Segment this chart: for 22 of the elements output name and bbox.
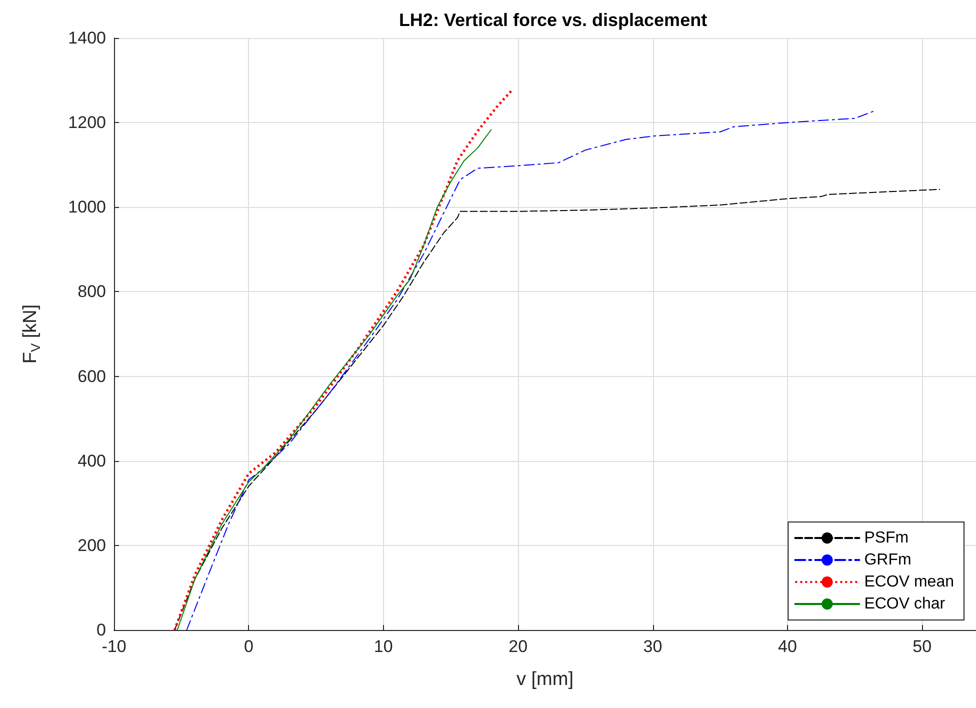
x-tick-label: 0 <box>244 637 254 656</box>
y-tick-label: 1400 <box>68 28 106 48</box>
y-tick-label: 800 <box>78 282 106 302</box>
x-tick-label: 50 <box>912 637 932 656</box>
x-tick-label: 10 <box>374 637 393 656</box>
y-tick-label: 1000 <box>68 198 106 217</box>
x-tick-label: 30 <box>643 637 662 656</box>
legend-label: ECOV char <box>864 596 946 612</box>
x-tick-label: 20 <box>508 637 528 656</box>
y-tick-label: 200 <box>78 536 106 555</box>
y-tick-label: 1200 <box>68 113 106 132</box>
y-tick-label: 0 <box>96 620 106 640</box>
chart-title: LH2: Vertical force vs. displacement <box>398 10 708 30</box>
y-axis-title: FV [kN] <box>20 304 43 364</box>
x-tick-label: -10 <box>102 637 126 656</box>
legend-label: GRFm <box>864 552 912 568</box>
x-axis-title: v [mm] <box>516 669 574 690</box>
x-tick-label: 40 <box>778 637 797 656</box>
legend-label: PSFm <box>864 530 909 546</box>
legend-label: ECOV mean <box>864 574 954 590</box>
y-tick-label: 400 <box>78 451 106 470</box>
y-tick-label: 600 <box>78 366 106 386</box>
